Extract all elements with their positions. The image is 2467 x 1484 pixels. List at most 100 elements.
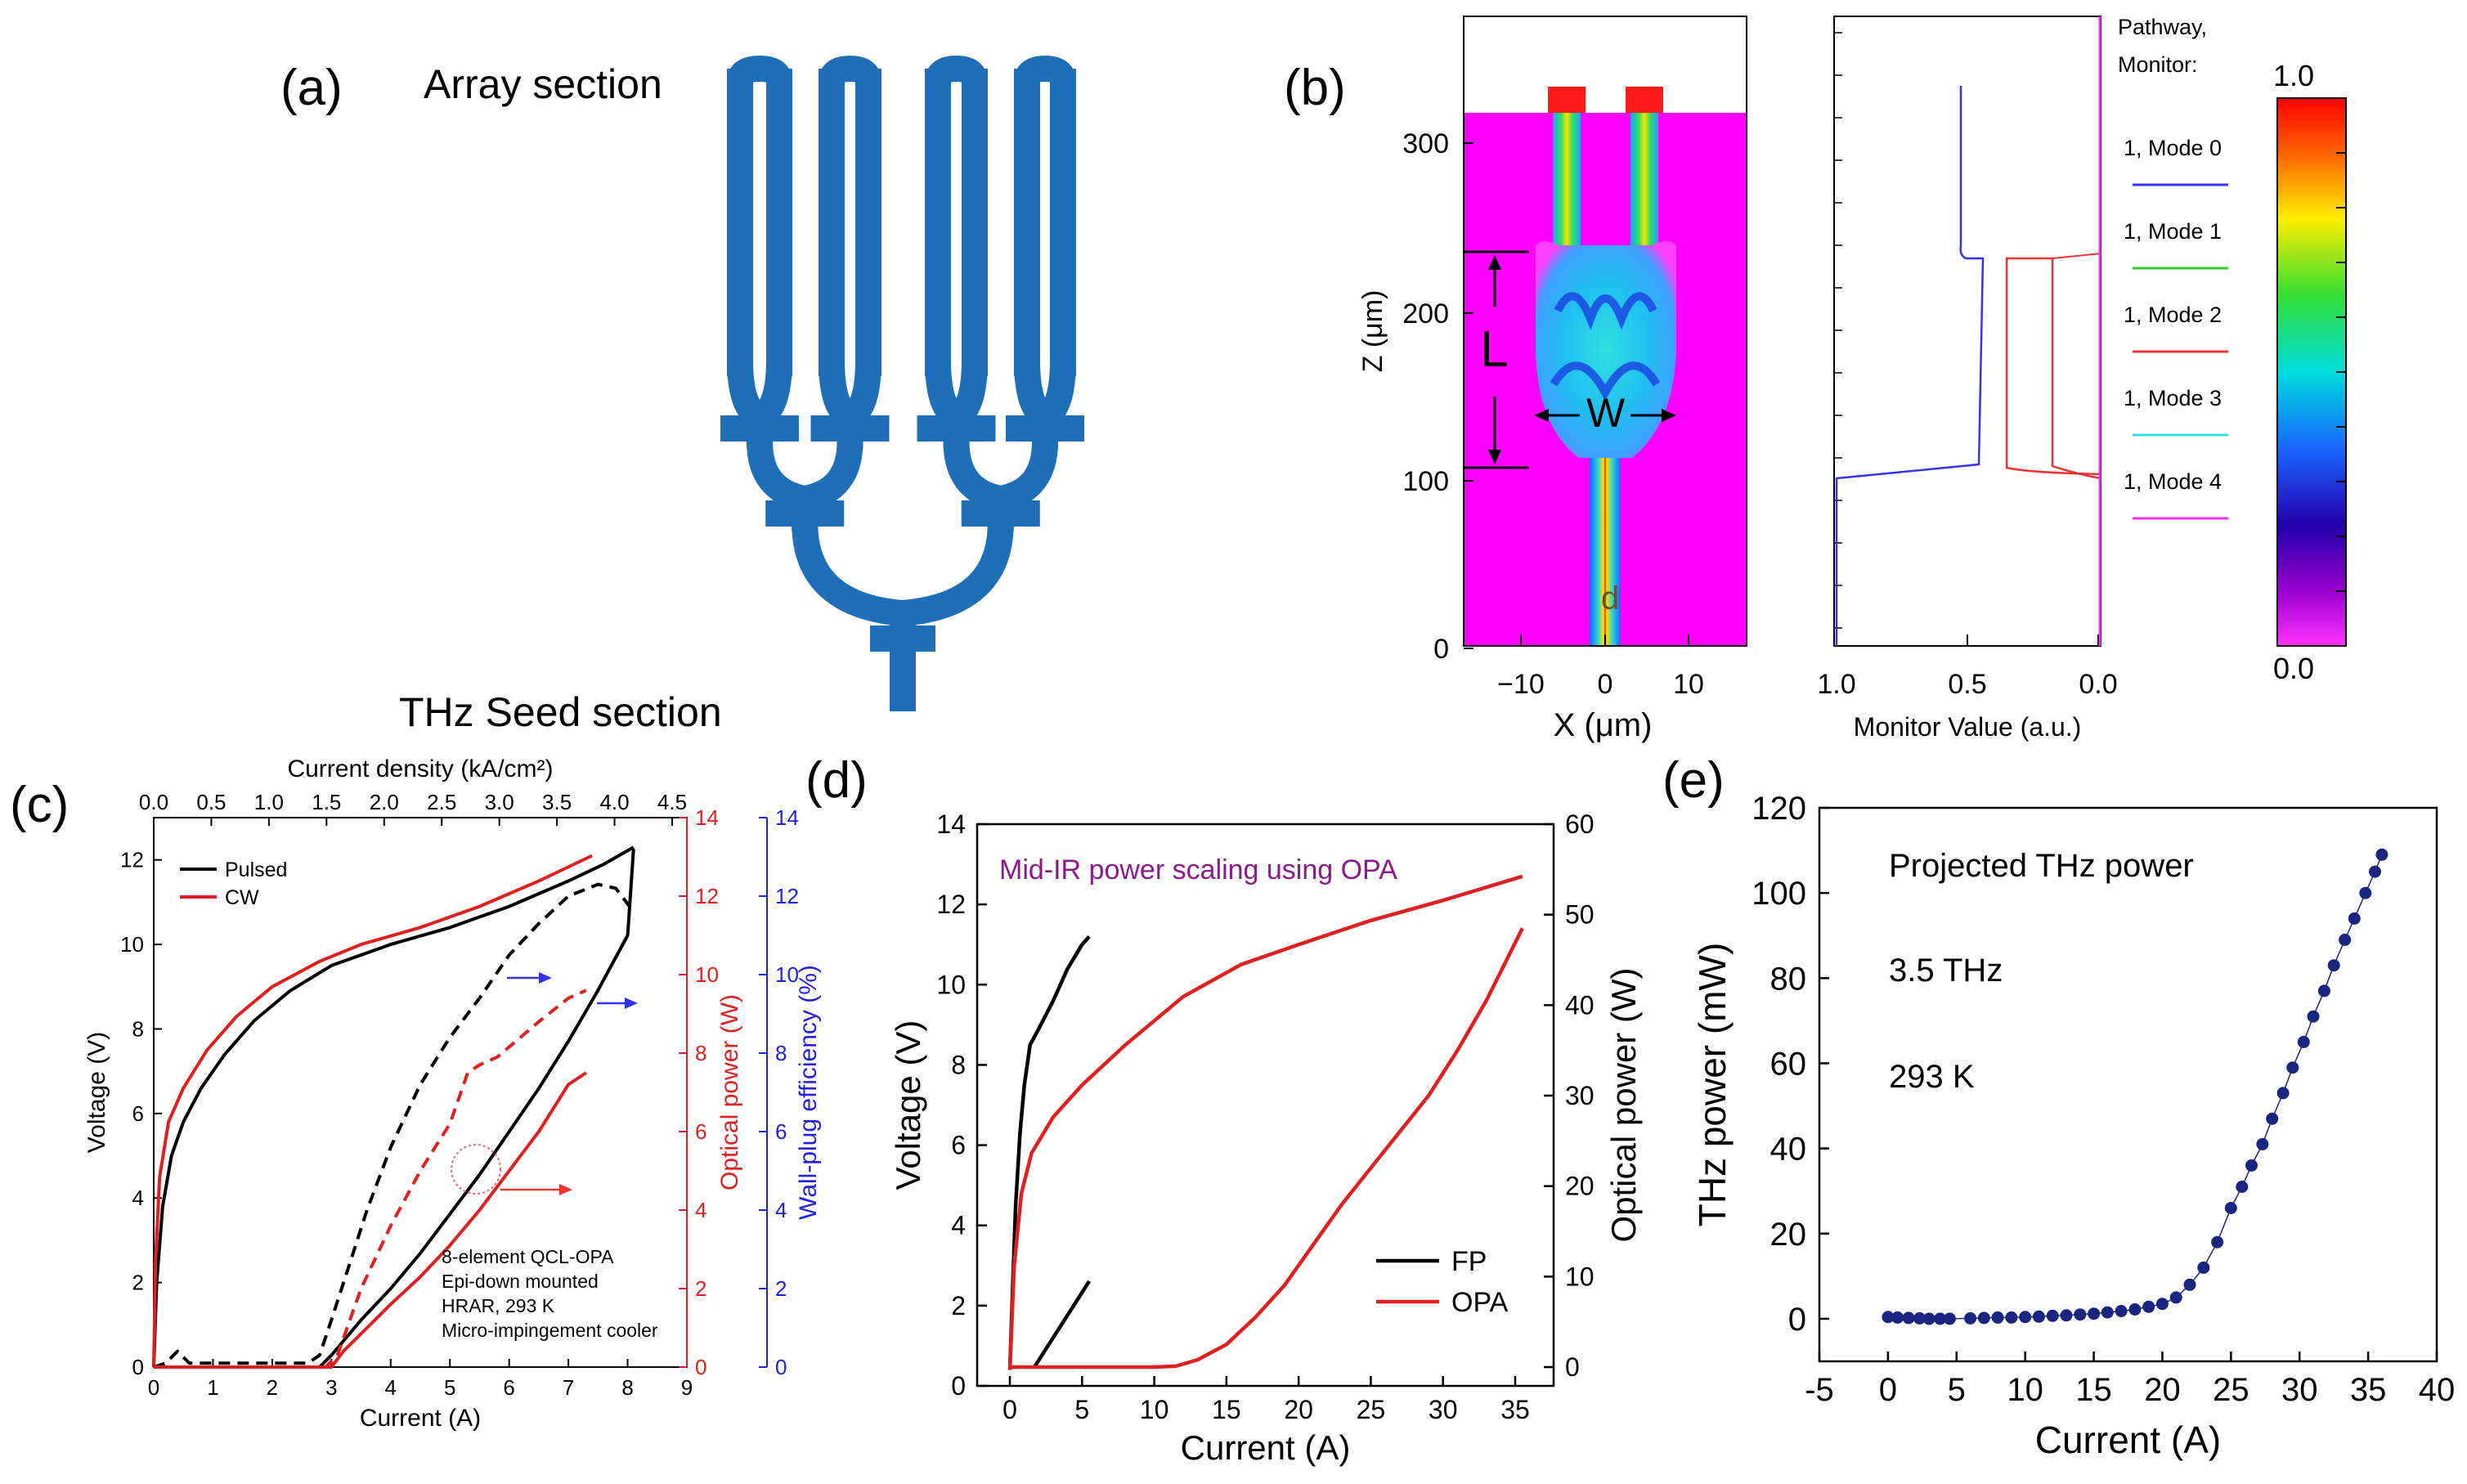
- panel-c: (c) 0 1 2 3 4 5 6 7 8 90.0 0.5 1.0 1.5 2.0 2.5 3.0 3.5 4.…: [10, 755, 822, 1432]
- chart-c-y3tick-label-3: 6: [775, 1119, 787, 1144]
- thz-seed-section-label: THz Seed section: [399, 689, 722, 735]
- chart-c-legend-label-1: CW: [225, 886, 259, 909]
- chart-c-xtick-label-1: 1: [207, 1375, 218, 1400]
- chart-d-xtick-label-5: 25: [1357, 1395, 1386, 1424]
- chart-c-xtick-label-6: 6: [503, 1375, 514, 1400]
- sim-xtick-label-1: 0: [1598, 669, 1613, 700]
- monitor-legend-label-3: 1, Mode 3: [2124, 386, 2222, 410]
- chart-c-annotation-3: Micro-impingement cooler: [442, 1320, 658, 1341]
- chart-e: -5 0 5 10 15 20 25 30 35 40 0 20 40 60 80 100 120 Current…: [1691, 791, 2455, 1461]
- chart-e-point-14: [2060, 1309, 2073, 1322]
- sim-ytick-label-1: 200: [1402, 298, 1449, 330]
- electrode-right: [1626, 87, 1663, 113]
- chart-c-arrowhead-eff-2: [625, 998, 638, 1009]
- colorbar-min-label: 0.0: [2273, 652, 2314, 685]
- array-section-label: Array section: [424, 61, 662, 107]
- chart-c-y2tick-label-1: 2: [695, 1276, 706, 1301]
- y-junction-waveguide-array: [720, 55, 1084, 711]
- chart-c-arrowhead-power: [559, 1184, 572, 1195]
- sim-ytick-label-2: 100: [1402, 466, 1449, 497]
- chart-c-xtick-label-0: 0: [148, 1375, 159, 1400]
- chart-c-ytick-label-4: 8: [132, 1016, 144, 1041]
- chart-e-point-5: [1934, 1312, 1947, 1325]
- panel-d-label: (d): [805, 752, 868, 809]
- chart-e-point-20: [2142, 1300, 2155, 1313]
- chart-c-toptick-label-4: 2.0: [370, 790, 399, 814]
- panel-e: (e) -5 0 5 10 15 20 25 30 35 40 0 20 40 60 80 100 120 Cur…: [1662, 752, 2455, 1461]
- output-arm-left: [1553, 113, 1581, 260]
- chart-d-x-axis-label: Current (A): [1181, 1428, 1351, 1467]
- chart-e-point-10: [2005, 1311, 2018, 1324]
- chart-d-y2tick-label-5: 50: [1565, 900, 1595, 930]
- chart-e-point-34: [2307, 1010, 2320, 1023]
- chart-d-xtick-label-2: 10: [1140, 1395, 1169, 1424]
- second-stage-merge-0: [747, 441, 863, 513]
- chart-e-xtick-label-9: 40: [2419, 1372, 2456, 1408]
- array-pair-merge-1: [819, 359, 881, 432]
- chart-e-point-2: [1902, 1311, 1915, 1325]
- chart-c-series-cw-power: [154, 1071, 587, 1369]
- chart-c-toptick-label-9: 4.5: [657, 790, 687, 814]
- chart-e-point-9: [1991, 1311, 2004, 1324]
- chart-e-point-4: [1922, 1312, 1935, 1325]
- sim-xtick-label-0: −10: [1497, 669, 1545, 700]
- chart-c-xtick-label-7: 7: [563, 1375, 574, 1400]
- input-waveguide-core: [1590, 458, 1621, 646]
- chart-c-series-pulsed-voltage: [152, 845, 635, 1368]
- chart-c-annotation-2: HRAR, 293 K: [442, 1295, 555, 1316]
- chart-c-series-pulsed-power: [154, 849, 635, 1369]
- colorbar-max-label: 1.0: [2273, 59, 2314, 92]
- chart-c-legend-label-0: Pulsed: [225, 859, 287, 881]
- chart-c-toptick-label-1: 0.5: [196, 790, 226, 814]
- sim-ytick-label-3: 0: [1433, 634, 1449, 665]
- w-arrowhead-right: [1662, 409, 1676, 422]
- chart-d-y2tick-label-0: 0: [1565, 1352, 1580, 1382]
- chart-e-point-21: [2155, 1298, 2169, 1311]
- monitor-mode-2-top: [2052, 253, 2101, 259]
- w-arrowhead-left: [1534, 409, 1549, 422]
- chart-e-annotation-0: Projected THz power: [1889, 848, 2194, 884]
- sim-ytick-label-0: 300: [1402, 128, 1449, 159]
- chart-e-point-26: [2224, 1202, 2237, 1214]
- chart-d-series-fp-power: [1033, 1280, 1091, 1369]
- chart-e-point-22: [2169, 1291, 2182, 1304]
- chart-e-point-18: [2115, 1305, 2128, 1317]
- chart-c-annotation-1: Epi-down mounted: [442, 1271, 599, 1292]
- chart-d-legend-label-1: OPA: [1451, 1287, 1509, 1318]
- chart-d-xtick-label-4: 20: [1284, 1395, 1313, 1424]
- final-stage-merge: [792, 522, 1014, 627]
- chart-e-point-1: [1891, 1311, 1904, 1324]
- monitor-x-axis-label: Monitor Value (a.u.): [1854, 712, 2082, 742]
- chart-d-ytick-label-0: 0: [951, 1371, 966, 1401]
- chart-c-ytick-label-1: 2: [132, 1271, 144, 1295]
- monitor-legend-title-1: Pathway,: [2118, 15, 2207, 39]
- monitor-legend-label-2: 1, Mode 2: [2124, 303, 2222, 327]
- chart-e-point-25: [2211, 1235, 2224, 1249]
- chart-e-point-35: [2317, 984, 2330, 998]
- chart-e-xtick-label-7: 30: [2281, 1372, 2318, 1408]
- chart-e-point-16: [2088, 1307, 2101, 1320]
- chart-e-xtick-label-4: 15: [2075, 1372, 2112, 1408]
- chart-c-toptick-label-2: 1.0: [254, 790, 284, 814]
- chart-e-point-19: [2128, 1303, 2142, 1316]
- chart-c-y2tick-label-0: 0: [695, 1355, 706, 1379]
- chart-e-point-12: [2032, 1310, 2045, 1323]
- array-pair-merge-0: [727, 359, 792, 432]
- chart-c-toptick-label-7: 3.5: [542, 790, 572, 814]
- chart-e-xtick-label-1: 0: [1879, 1372, 1897, 1408]
- chart-c-y2tick-label-5: 10: [695, 962, 719, 987]
- chart-e-xtick-label-8: 35: [2350, 1372, 2387, 1408]
- chart-e-point-24: [2197, 1261, 2210, 1274]
- chart-c-y2tick-label-4: 8: [695, 1041, 706, 1065]
- chart-e-ytick-label-0: 0: [1788, 1302, 1806, 1338]
- panel-c-label: (c): [10, 777, 69, 833]
- chart-e-point-15: [2074, 1308, 2087, 1321]
- chart-c-y-axis-label: Voltage (V): [83, 1032, 110, 1153]
- chart-c-toptick-label-3: 1.5: [312, 790, 341, 814]
- chart-c-arrowhead-eff-1: [539, 972, 552, 984]
- mmi-interference-pattern: [1550, 292, 1661, 401]
- array-crossbar-0: [720, 415, 799, 442]
- chart-e-point-13: [2046, 1309, 2059, 1322]
- chart-c-xtick-label-8: 8: [621, 1375, 633, 1400]
- chart-c-series-pulsed-efficiency: [153, 882, 635, 1369]
